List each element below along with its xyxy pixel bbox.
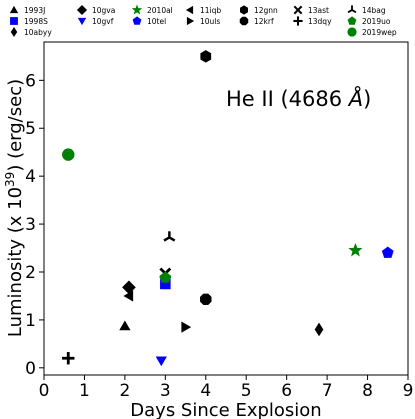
x-tick-label: 0 — [39, 381, 50, 401]
y-tick-label: 0 — [25, 359, 36, 379]
plot-frame — [43, 41, 409, 376]
legend-entry-13ast: 13ast — [293, 5, 329, 15]
data-point-14bag — [163, 231, 176, 242]
legend-marker-13dqy — [293, 16, 303, 26]
data-point-12gnn — [200, 50, 212, 63]
legend-marker-10uls — [186, 16, 195, 26]
data-point-2019wep — [62, 148, 75, 161]
x-axis-label: Days Since Explosion — [130, 400, 321, 419]
legend-entry-1993j: 1993J — [9, 5, 45, 15]
data-point-10tel — [381, 246, 394, 258]
legend-label: 10gvf — [92, 17, 114, 26]
legend-marker-12gnn — [240, 5, 248, 15]
legend-entry-10uls: 10uls — [186, 16, 220, 26]
legend-label: 10uls — [200, 17, 220, 26]
data-point-10uls — [181, 321, 192, 333]
legend-marker-14bag — [347, 5, 357, 14]
legend-entry-12krf: 12krf — [239, 16, 274, 26]
legend-label: 2019uo — [362, 17, 391, 26]
data-point-12krf — [200, 293, 212, 306]
legend-entry-1998s: 1998S — [10, 17, 48, 26]
y-tick-label: 1 — [25, 311, 36, 331]
legend-label: 12gnn — [254, 6, 278, 15]
legend-marker-11iqb — [185, 5, 194, 15]
annotation: He II (4686 Å) — [226, 85, 371, 111]
legend-label: 12krf — [254, 17, 274, 26]
y-tick-label: 4 — [25, 167, 36, 187]
y-tick-label: 3 — [25, 215, 36, 235]
legend-entry-10gva: 10gva — [76, 4, 115, 16]
legend-marker-12krf — [239, 16, 249, 26]
legend-entry-10gvf: 10gvf — [77, 17, 114, 26]
legend-label: 1993J — [24, 6, 45, 15]
legend-entry-2010al: 2010al — [131, 4, 173, 15]
legend-label: 10tel — [147, 17, 166, 26]
legend-label: 14bag — [362, 6, 386, 15]
legend-label: 1998S — [24, 17, 48, 26]
x-tick-label: 5 — [241, 381, 252, 401]
x-tick-label: 7 — [322, 381, 333, 401]
y-tick-label: 5 — [25, 119, 36, 139]
data-point-10abyy — [314, 322, 324, 337]
data-points — [62, 50, 394, 367]
legend-label: 13ast — [308, 6, 329, 15]
legend-marker-10tel — [132, 16, 142, 25]
data-point-2019uo — [159, 271, 172, 283]
legend-entry-14bag: 14bag — [347, 5, 386, 15]
data-point-10gva — [122, 280, 136, 295]
x-tick-label: 6 — [281, 381, 292, 401]
y-tick-label: 6 — [25, 71, 36, 91]
legend-label: 13dqy — [308, 17, 332, 26]
legend-marker-1993j — [9, 5, 19, 14]
legend-marker-1998s — [10, 17, 18, 25]
legend-entry-10tel: 10tel — [132, 16, 166, 26]
legend-entry-11iqb: 11iqb — [185, 5, 221, 15]
axis-ticks: 0 1 2 3 4 5 6 7 8 9 0 1 2 3 4 5 6 — [25, 71, 413, 401]
x-tick-label: 9 — [403, 381, 414, 401]
legend-label: 10abyy — [24, 28, 52, 37]
y-axis-label: Luminosity (x 1039) (erg/sec) — [3, 79, 26, 337]
legend-entry-13dqy: 13dqy — [293, 16, 332, 26]
legend-marker-10abyy — [10, 26, 18, 38]
legend-marker-2019wep — [347, 27, 357, 37]
data-point-1993j — [119, 320, 131, 331]
legend-marker-10gvf — [77, 17, 87, 26]
legend-label: 10gva — [92, 6, 115, 15]
legend-entry-10abyy: 10abyy — [10, 26, 52, 38]
x-tick-label: 8 — [362, 381, 373, 401]
data-point-10gvf — [155, 356, 167, 367]
data-point-1998s — [160, 278, 171, 290]
legend-entry-12gnn: 12gnn — [240, 5, 278, 15]
legend-entry-2019uo: 2019uo — [347, 16, 391, 26]
legend-marker-2019uo — [347, 16, 357, 25]
legend-marker-10gva — [76, 4, 88, 16]
legend-label: 2010al — [147, 6, 173, 15]
data-point-13dqy — [62, 352, 75, 365]
data-point-11iqb — [123, 290, 134, 302]
legend-entry-2019wep: 2019wep — [347, 27, 397, 37]
x-tick-label: 2 — [119, 381, 130, 401]
data-point-2010al — [348, 242, 363, 257]
x-tick-label: 1 — [79, 381, 90, 401]
legend-marker-13ast — [293, 5, 303, 15]
legend-label: 11iqb — [200, 6, 221, 15]
legend-label: 2019wep — [362, 28, 397, 37]
legend-marker-2010al — [131, 4, 143, 15]
x-tick-label: 4 — [200, 381, 211, 401]
y-tick-label: 2 — [25, 263, 36, 283]
legend: 1993J 1998S 10abyy 10gva 10gvf 2010al 10tel 11i… — [9, 4, 397, 38]
x-tick-label: 3 — [160, 381, 171, 401]
